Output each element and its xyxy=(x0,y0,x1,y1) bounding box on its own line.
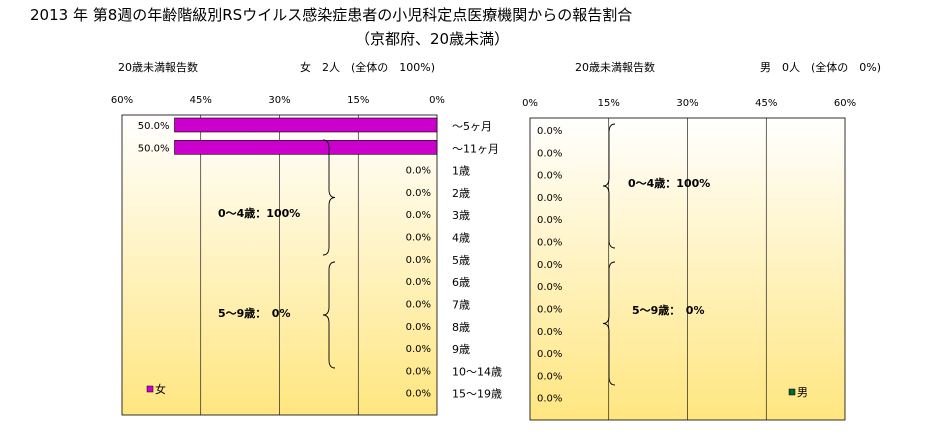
female-group-brace xyxy=(322,139,336,256)
category-label: ～11ヶ月 xyxy=(452,142,499,155)
male-group-brace xyxy=(602,123,616,249)
female-value-label: 0.0% xyxy=(406,255,431,266)
male-value-label: 0.0% xyxy=(537,126,562,137)
category-label: 9歳 xyxy=(452,343,470,356)
male-value-label: 0.0% xyxy=(537,349,562,360)
male-value-label: 0.0% xyxy=(537,304,562,315)
right-header-total: 男 0人 (全体の 0%) xyxy=(760,61,882,74)
category-label: 1歳 xyxy=(452,165,470,178)
male-value-label: 0.0% xyxy=(537,171,562,182)
category-label: 6歳 xyxy=(452,276,470,289)
male-group-brace xyxy=(602,261,616,386)
female-legend-swatch xyxy=(146,385,154,393)
male-group-label: 0～4歳：100% xyxy=(628,176,710,190)
female-tick-label: 60% xyxy=(111,95,133,106)
female-tick-label: 0% xyxy=(429,95,445,106)
female-legend-label: 女 xyxy=(155,382,166,396)
female-value-label: 0.0% xyxy=(406,299,431,310)
male-value-label: 0.0% xyxy=(537,282,562,293)
category-label: 3歳 xyxy=(452,209,470,222)
male-tick-label: 15% xyxy=(598,98,620,109)
male-legend-swatch xyxy=(788,388,796,396)
female-bar xyxy=(174,140,438,155)
female-group-label: 0～4歳：100% xyxy=(218,206,300,220)
category-label: 10～14歳 xyxy=(452,365,502,378)
female-value-label: 0.0% xyxy=(406,366,431,377)
category-label: 7歳 xyxy=(452,298,470,311)
male-tick-label: 45% xyxy=(755,98,777,109)
male-group-label: 5～9歳： 0% xyxy=(632,303,704,317)
female-group-label: 5～9歳： 0% xyxy=(218,306,290,320)
category-label: ～5ヶ月 xyxy=(452,120,492,133)
male-value-label: 0.0% xyxy=(537,148,562,159)
female-value-label: 50.0% xyxy=(138,143,170,154)
male-tick-label: 60% xyxy=(834,98,856,109)
category-label: 4歳 xyxy=(452,232,470,245)
female-group-brace xyxy=(322,261,336,369)
female-tick-label: 15% xyxy=(347,95,369,106)
female-value-label: 0.0% xyxy=(406,322,431,333)
male-value-label: 0.0% xyxy=(537,260,562,271)
male-value-label: 0.0% xyxy=(537,327,562,338)
category-label: 5歳 xyxy=(452,254,470,267)
left-header-total: 女 2人 (全体の 100%) xyxy=(300,61,436,74)
male-legend-label: 男 xyxy=(797,386,808,399)
right-header-label: 20歳未満報告数 xyxy=(575,61,655,74)
male-value-label: 0.0% xyxy=(537,394,562,405)
category-label: 8歳 xyxy=(452,321,470,334)
female-value-label: 0.0% xyxy=(406,344,431,355)
chart-title: 2013 年 第8週の年齢階級別RSウイルス感染症患者の小児科定点医療機関からの… xyxy=(30,6,633,24)
female-value-label: 0.0% xyxy=(406,188,431,199)
male-value-label: 0.0% xyxy=(537,193,562,204)
category-label: 15～19歳 xyxy=(452,388,502,401)
female-value-label: 0.0% xyxy=(406,389,431,400)
male-value-label: 0.0% xyxy=(537,238,562,249)
male-value-label: 0.0% xyxy=(537,215,562,226)
male-tick-label: 0% xyxy=(522,98,538,109)
male-tick-label: 30% xyxy=(676,98,698,109)
female-value-label: 0.0% xyxy=(406,277,431,288)
female-value-label: 0.0% xyxy=(406,233,431,244)
chart-subtitle: （京都府、20歳未満） xyxy=(355,30,510,48)
female-value-label: 50.0% xyxy=(138,121,170,132)
female-bar xyxy=(174,117,438,133)
female-value-label: 0.0% xyxy=(406,166,431,177)
female-tick-label: 45% xyxy=(190,95,212,106)
female-value-label: 0.0% xyxy=(406,210,431,221)
left-header-label: 20歳未満報告数 xyxy=(118,61,198,74)
female-tick-label: 30% xyxy=(268,95,290,106)
male-value-label: 0.0% xyxy=(537,371,562,382)
category-label: 2歳 xyxy=(452,187,470,200)
